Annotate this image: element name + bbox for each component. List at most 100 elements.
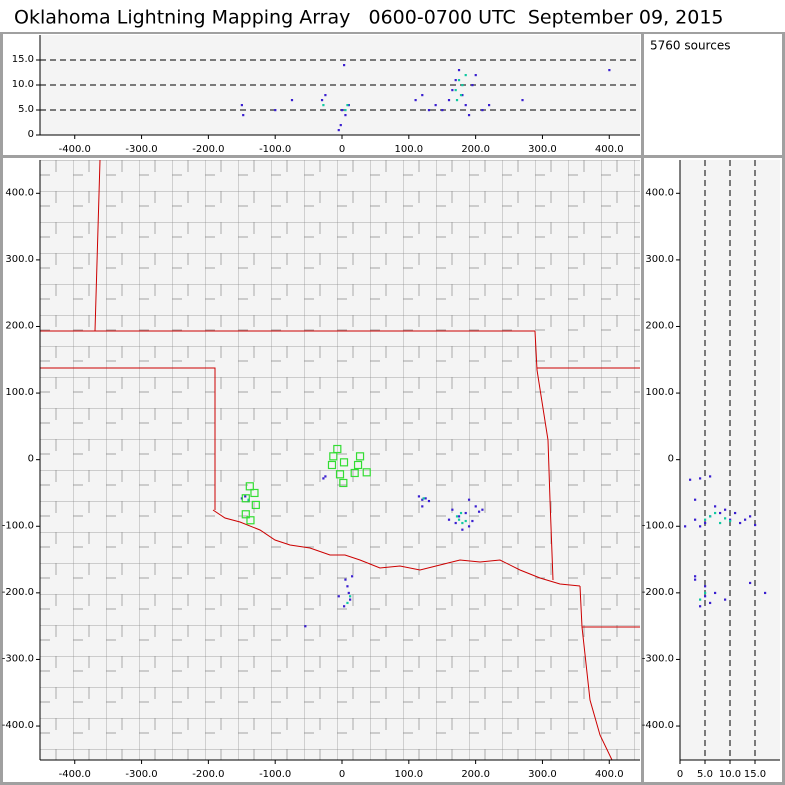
source-point [421,505,424,508]
source-point [471,519,474,523]
station [245,482,254,491]
x-tick-label: -200.0 [192,769,224,780]
page-title: Oklahoma Lightning Mapping Array 0600-07… [14,7,724,29]
y-tick-label: -100.0 [2,520,34,531]
source-point [474,74,477,77]
station [241,510,250,519]
x-tick-label: 400.0 [595,769,624,780]
info-panel [644,34,782,155]
source-point [424,497,427,500]
source-point [343,64,346,67]
station [362,468,371,477]
source-point [739,521,742,525]
source-point [454,89,457,92]
data-layer [240,64,611,132]
source-point [724,517,727,520]
x-tick-label: -400.0 [59,769,91,780]
x-tick-label: 5.0 [697,769,713,780]
source-point [454,521,457,525]
source-point [694,575,697,578]
x-tick-label: -300.0 [125,769,157,780]
source-point [471,84,474,87]
x-tick-label: -200.0 [192,144,224,155]
source-point [274,109,277,112]
source-point [455,515,459,518]
y-tick-label: -400.0 [642,720,674,731]
source-point [724,508,727,511]
data-layer [684,475,767,608]
source-point [704,595,707,598]
y-tick-label: 0 [28,129,34,140]
source-point [714,505,717,508]
source-point [699,525,702,528]
source-point [422,497,425,500]
source-point [324,94,327,97]
source-point [324,475,327,478]
y-tick-label: 200.0 [5,320,34,331]
source-point [467,114,471,117]
source-point [689,478,692,481]
source-point [461,521,464,525]
station [250,488,259,498]
source-point [754,523,757,527]
station [335,470,345,479]
x-tick-label: -100.0 [259,144,291,155]
station [339,458,349,467]
source-point [487,104,491,107]
source-point [694,578,697,581]
source-point [709,515,712,518]
x-tick-label: -100.0 [259,769,291,780]
source-point [337,595,340,598]
source-point [464,519,467,523]
x-tick-label: 300.0 [528,144,557,155]
source-point [481,109,484,112]
source-point [464,511,467,515]
source-point [464,104,467,107]
station [353,460,363,470]
source-point [457,79,461,82]
source-point [467,525,471,528]
x-tick-label: -400.0 [59,144,91,155]
y-tick-label: -200.0 [2,587,34,598]
station [241,494,250,503]
station [251,500,260,510]
data-layer [240,444,484,628]
source-count: 5760 sources [650,39,730,53]
source-point [709,601,712,605]
y-tick-label: -300.0 [642,653,674,664]
y-tick-label: 0 [28,454,34,465]
source-point [461,84,464,87]
station [350,468,359,478]
source-point [441,109,444,112]
station [329,452,338,461]
source-point [447,99,451,102]
x-tick-label: 0 [339,144,345,155]
y-tick-label: 300.0 [5,254,34,265]
x-tick-label: 300.0 [528,769,557,780]
source-point [467,498,471,501]
source-point [247,498,250,501]
source-point [322,104,325,107]
x-tick-label: 400.0 [595,144,624,155]
source-point [347,104,350,107]
y-tick-label: 15.0 [12,54,34,65]
source-point [447,518,451,521]
source-point [699,477,702,480]
source-point [349,595,352,598]
source-point [341,109,344,112]
y-tick-label: -100.0 [642,520,674,531]
y-tick-label: 100.0 [5,387,34,398]
source-point [684,525,687,528]
x-tick-label: 0 [339,769,345,780]
source-point [304,625,307,628]
source-point [346,585,349,588]
border-east [534,330,640,760]
source-point [320,99,324,102]
title-bar [0,0,785,32]
source-point [414,99,417,102]
source-point [694,518,697,521]
source-point [608,69,611,72]
y-tick-label: 200.0 [645,320,674,331]
source-point [455,99,459,102]
source-point [459,94,463,97]
